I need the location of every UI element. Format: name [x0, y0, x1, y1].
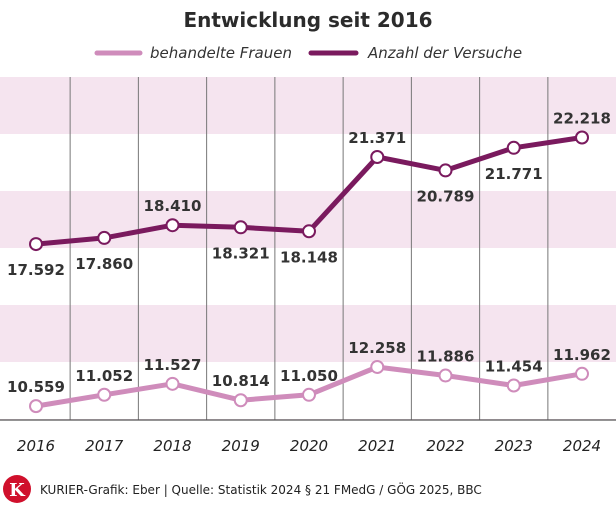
- x-tick-label: 2022: [426, 437, 464, 455]
- x-tick-label: 2018: [153, 437, 191, 455]
- legend: behandelte Frauen Anzahl der Versuche: [94, 44, 522, 62]
- data-label-behandelte-frauen: 12.258: [348, 339, 406, 357]
- data-point-behandelte-frauen: [438, 368, 453, 383]
- data-label-behandelte-frauen: 11.962: [553, 346, 611, 364]
- x-tick-label: 2019: [222, 437, 260, 455]
- data-point-anzahl-der-versuche: [575, 130, 589, 145]
- footer: K KURIER-Grafik: Eber | Quelle: Statisti…: [3, 475, 482, 503]
- x-tick-label: 2020: [290, 437, 328, 455]
- data-label-anzahl-der-versuche: 18.148: [280, 248, 338, 266]
- data-label-anzahl-der-versuche: 18.321: [212, 244, 270, 262]
- data-point-behandelte-frauen: [29, 399, 43, 414]
- data-point-behandelte-frauen: [97, 387, 112, 402]
- data-label-behandelte-frauen: 11.886: [417, 348, 475, 366]
- x-tick-label: 2023: [495, 437, 533, 455]
- data-label-behandelte-frauen: 11.050: [280, 367, 338, 385]
- data-point-anzahl-der-versuche: [438, 163, 453, 178]
- legend-label-anzahl-der-versuche: Anzahl der Versuche: [367, 44, 522, 62]
- data-point-anzahl-der-versuche: [97, 230, 112, 245]
- data-point-anzahl-der-versuche: [302, 224, 316, 239]
- data-label-anzahl-der-versuche: 21.771: [485, 165, 543, 183]
- data-point-behandelte-frauen: [233, 393, 248, 408]
- kurier-logo: [3, 475, 31, 503]
- data-label-behandelte-frauen: 11.527: [144, 356, 202, 374]
- data-point-anzahl-der-versuche: [233, 220, 248, 235]
- data-label-anzahl-der-versuche: 21.371: [348, 129, 406, 147]
- data-point-behandelte-frauen: [370, 359, 385, 374]
- data-point-behandelte-frauen: [302, 387, 316, 402]
- source-credit: KURIER-Grafik: Eber | Quelle: Statistik …: [40, 481, 482, 497]
- vertical-gridlines: [69, 77, 549, 420]
- data-label-behandelte-frauen: 11.052: [75, 367, 133, 385]
- data-label-anzahl-der-versuche: 18.410: [144, 197, 202, 215]
- background-band: [0, 305, 616, 362]
- x-tick-label: 2024: [563, 437, 601, 455]
- data-point-anzahl-der-versuche: [165, 218, 180, 233]
- data-label-anzahl-der-versuche: 20.789: [417, 187, 475, 205]
- chart-title: Entwicklung seit 2016: [183, 8, 432, 32]
- x-tick-label: 2017: [85, 437, 124, 455]
- data-point-behandelte-frauen: [575, 366, 589, 381]
- background-bands: [0, 77, 616, 420]
- data-point-behandelte-frauen: [165, 376, 180, 391]
- data-point-anzahl-der-versuche: [29, 237, 43, 252]
- data-label-anzahl-der-versuche: 17.592: [7, 261, 65, 279]
- data-point-anzahl-der-versuche: [506, 140, 521, 155]
- data-label-anzahl-der-versuche: 17.860: [75, 255, 133, 273]
- data-label-behandelte-frauen: 10.814: [212, 372, 270, 390]
- x-tick-label: 2021: [358, 437, 396, 455]
- x-tick-labels: 2016 2017 2018 2019 2020 2021 2022 2023 2024: [17, 437, 601, 455]
- background-band: [0, 77, 616, 134]
- legend-label-behandelte-frauen: behandelte Frauen: [150, 44, 292, 62]
- data-label-behandelte-frauen: 10.559: [7, 378, 65, 396]
- data-point-behandelte-frauen: [506, 378, 521, 393]
- data-point-anzahl-der-versuche: [370, 150, 385, 165]
- data-label-behandelte-frauen: 11.454: [485, 357, 543, 375]
- kurier-logo-letter: K: [9, 480, 26, 501]
- series-layer: 10.559 11.052 11.527 10.814 11.050 12.258 11.8…: [7, 109, 611, 414]
- x-tick-label: 2016: [17, 437, 55, 455]
- data-label-anzahl-der-versuche: 22.218: [553, 109, 611, 127]
